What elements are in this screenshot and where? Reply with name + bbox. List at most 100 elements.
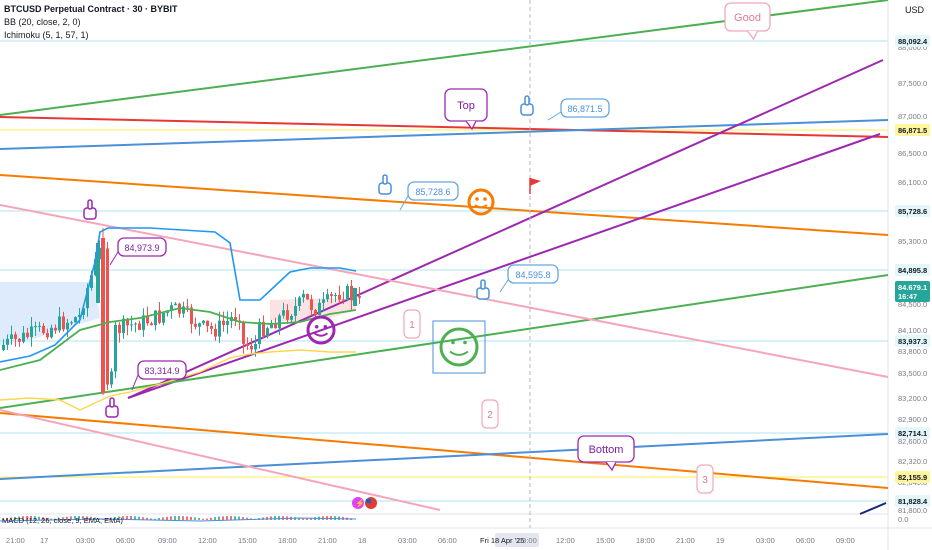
callout-box [137, 360, 187, 380]
callout-84-595-8[interactable]: 84,595.8 [507, 264, 559, 284]
time-label: 21:00 [6, 536, 25, 545]
channel-line-lower[interactable] [127, 133, 881, 399]
pointing-hand-icon[interactable] [476, 279, 490, 300]
smiley-eye [463, 340, 467, 345]
trendline-pink-top[interactable] [0, 204, 889, 378]
candle-body [310, 299, 313, 311]
smiley-icon-green[interactable] [432, 320, 486, 374]
smiley-icon-purple[interactable] [306, 315, 336, 345]
time-label: 12:00 [556, 536, 575, 545]
smiley-eye [314, 324, 319, 329]
candle-body [210, 326, 213, 329]
candle-body [138, 323, 141, 330]
macd-histogram-bar [50, 518, 52, 520]
macd-line [0, 517, 357, 522]
wave-label-box[interactable] [481, 399, 499, 429]
candle-body [78, 314, 81, 318]
candle-body [18, 338, 21, 342]
hand-finger [524, 95, 530, 106]
callout-good[interactable]: Good [724, 2, 771, 41]
callout-text: 85,728.6 [415, 187, 450, 197]
macd-histogram-bar [30, 516, 32, 520]
candle-body [262, 321, 265, 337]
pointing-hand-icon[interactable] [83, 199, 97, 220]
time-label: 19 [716, 536, 724, 545]
candle-body [110, 371, 113, 385]
us-flag-canton [366, 499, 371, 503]
indicator-bb-label[interactable]: BB (20, close, 2, 0) [4, 17, 81, 27]
price-badge [895, 35, 930, 47]
candle-body [214, 328, 217, 337]
trendline-orange-top[interactable] [0, 174, 889, 236]
channel-line-upper[interactable] [127, 59, 884, 399]
smiley-mouth [474, 204, 488, 209]
price-badge-text: 88,092.4 [898, 37, 928, 46]
candle-body [353, 288, 357, 306]
candle-body [198, 323, 201, 327]
price-badge-text: 84,895.8 [898, 266, 927, 275]
indicator-ichimoku-label[interactable]: Ichimoku (5, 1, 57, 1) [4, 30, 89, 40]
callout-connector [399, 195, 409, 211]
price-tick-label: 84,100.0 [898, 326, 927, 335]
macd-histogram-bar [82, 516, 84, 520]
macd-histogram-bar [330, 516, 332, 520]
price-badge [895, 335, 930, 347]
symbol-title[interactable]: BTCUSD Perpetual Contract · 30 · BYBIT [4, 4, 178, 14]
price-tick-label: 86,500.0 [898, 149, 927, 158]
callout-85-728-6[interactable]: 85,728.6 [407, 181, 459, 201]
time-label: 21:00 [676, 536, 695, 545]
price-tick-label: 82,900.0 [898, 415, 927, 424]
macd-histogram-bar [182, 516, 184, 520]
smiley-icon-orange[interactable] [467, 188, 495, 216]
candle-body [242, 321, 245, 344]
trendline-green-bottom[interactable] [0, 274, 889, 409]
candle-body [122, 318, 125, 334]
hand-finger [382, 174, 388, 185]
candle-body [142, 315, 145, 330]
price-tick-label: 83,200.0 [898, 394, 927, 403]
wave-label: 1 [409, 320, 415, 331]
candle-body [202, 320, 205, 324]
callout-connector [109, 251, 119, 266]
macd-histogram-bar [162, 517, 164, 520]
macd-histogram-bar [298, 517, 300, 520]
price-badge [895, 205, 930, 217]
time-label: 15:00 [596, 536, 615, 545]
callout-bottom[interactable]: Bottom [577, 435, 635, 472]
wave-label-box[interactable] [403, 309, 421, 339]
candle-body [74, 317, 77, 323]
candle-body [290, 315, 293, 320]
callout-84-973-9[interactable]: 84,973.9 [117, 237, 167, 257]
trendline-pink-bottom[interactable] [0, 409, 441, 511]
us-flag-icon[interactable] [365, 497, 377, 509]
callout-86-871-5[interactable]: 86,871.5 [560, 98, 610, 118]
wave-label-box[interactable] [696, 464, 714, 494]
trendline-orange-bottom[interactable] [0, 412, 889, 489]
bollinger-band-upper [0, 227, 357, 363]
candle-body [326, 294, 329, 300]
lightning-icon[interactable]: ⚡ [352, 497, 365, 509]
candle-body [286, 310, 289, 320]
macd-histogram-bar [242, 517, 244, 520]
candlestick-series [2, 228, 361, 395]
flag-icon[interactable] [530, 178, 541, 186]
trendline-red[interactable] [0, 116, 889, 138]
pointing-hand-icon[interactable] [378, 174, 392, 195]
pointing-hand-icon[interactable] [105, 397, 119, 418]
macd-histogram-bar [222, 516, 224, 520]
price-badge-text: 86,871.5 [898, 126, 927, 135]
callout-83-314-9[interactable]: 83,314.9 [137, 360, 187, 380]
price-badge-text: 85,728.6 [898, 207, 927, 216]
macd-histogram-bar [90, 516, 92, 520]
pointing-hand-icon[interactable] [520, 95, 534, 116]
candle-body [306, 293, 309, 300]
time-label: 03:00 [398, 536, 417, 545]
lightning-glyph: ⚡ [355, 498, 365, 508]
macd-histogram-bar [306, 518, 308, 520]
callout-top[interactable]: Top [444, 88, 488, 131]
macd-signal-line [859, 502, 887, 515]
macd-histogram-bar [66, 516, 68, 520]
macd-histogram-bar [230, 516, 232, 520]
trendline-blue-bottom[interactable] [0, 433, 889, 480]
